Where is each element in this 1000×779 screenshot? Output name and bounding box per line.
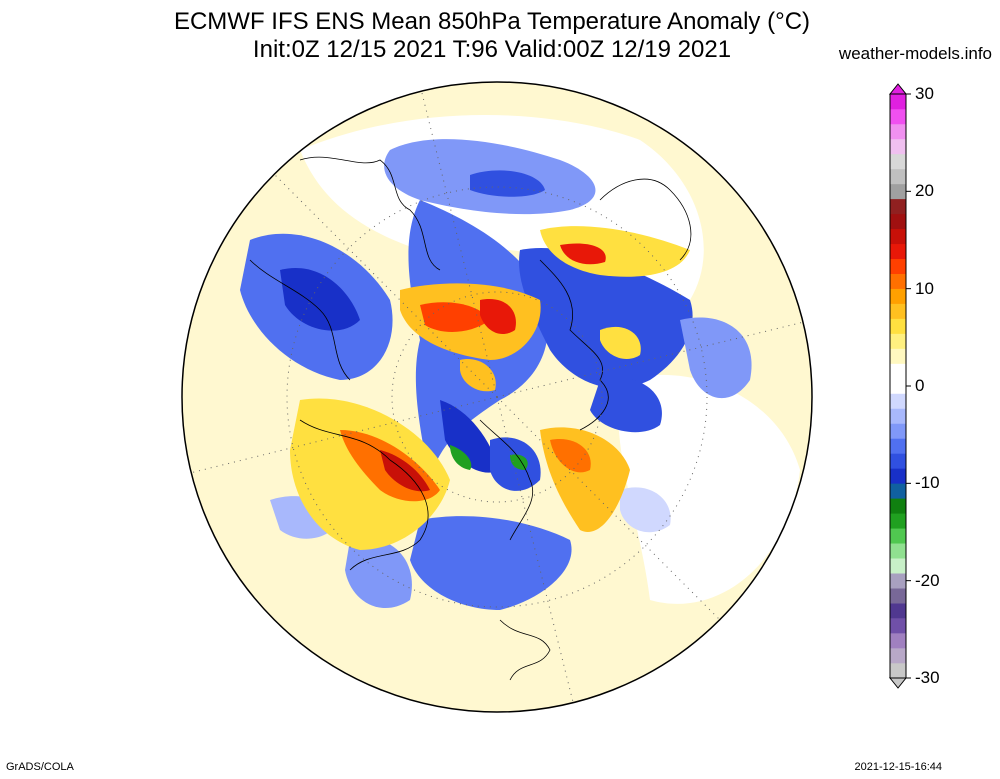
cold-anomaly-region xyxy=(410,516,572,610)
colorbar-segment xyxy=(890,408,906,424)
coastline xyxy=(249,259,351,381)
latitude-circle xyxy=(391,291,603,503)
warm-anomaly-region xyxy=(480,299,516,335)
coastline xyxy=(539,259,609,431)
colorbar-segment xyxy=(890,258,906,274)
coastline-outlines xyxy=(249,156,692,681)
colorbar-tick-label: -20 xyxy=(915,570,940,590)
colorbar-segment xyxy=(890,633,906,649)
colorbar-segments xyxy=(890,93,911,679)
colorbar-segment xyxy=(890,108,906,125)
cold-anomaly-region xyxy=(450,445,472,470)
colorbar-segment xyxy=(890,483,906,499)
colorbar-bottom-arrow xyxy=(888,677,908,689)
colorbar-segment xyxy=(890,273,906,289)
cold-anomaly-region xyxy=(510,454,528,470)
colorbar-segment xyxy=(890,378,906,394)
colorbar-tick-label: 20 xyxy=(915,181,934,201)
colorbar-segment xyxy=(890,348,906,364)
graticule xyxy=(182,84,812,711)
colorbar-segment xyxy=(890,528,906,544)
colorbar-tick-label: 30 xyxy=(915,84,934,103)
source-site-label: weather-models.info xyxy=(838,44,992,63)
coastline xyxy=(299,156,441,271)
colorbar-segment xyxy=(890,94,906,110)
warm-anomaly-region xyxy=(420,302,490,332)
colorbar-tick-label: -10 xyxy=(915,473,940,493)
map-fill-layer xyxy=(182,82,812,712)
meridian xyxy=(274,174,498,398)
colorbar-segment xyxy=(890,363,906,379)
colorbar-segment xyxy=(890,333,906,349)
colorbar-segment xyxy=(890,543,906,559)
meridian xyxy=(496,319,812,398)
colorbar-segment xyxy=(890,153,906,170)
meridian xyxy=(182,396,498,476)
colorbar-segment xyxy=(890,573,906,589)
colorbar-tick-label: 0 xyxy=(915,376,925,395)
coastline xyxy=(479,419,534,541)
cold-anomaly-region xyxy=(345,538,412,609)
chart-title: ECMWF IFS ENS Mean 850hPa Temperature An… xyxy=(173,8,811,35)
coastline xyxy=(599,178,692,261)
warm-anomaly-region xyxy=(380,450,430,492)
colorbar-segment xyxy=(890,138,906,155)
warm-anomaly-region xyxy=(600,326,641,360)
colorbar-segment xyxy=(890,438,906,454)
colorbar-segment xyxy=(890,513,906,529)
colorbar-segment xyxy=(890,123,906,140)
colorbar-segment xyxy=(890,453,906,469)
colorbar-segment xyxy=(890,558,906,574)
cold-anomaly-region xyxy=(470,170,545,197)
colorbar-segment xyxy=(890,588,906,604)
colorbar-segment xyxy=(890,663,906,679)
warm-anomaly-region xyxy=(540,226,690,277)
colorbar-segment xyxy=(890,243,906,260)
colorbar-segment xyxy=(890,213,906,230)
colorbar-segment xyxy=(890,198,906,215)
warm-anomaly-region xyxy=(550,439,591,473)
colorbar-frame xyxy=(889,93,907,679)
warm-anomaly-region xyxy=(560,243,606,265)
colorbar-segment xyxy=(890,318,906,334)
colorbar-segment xyxy=(890,648,906,664)
colorbar-segment xyxy=(890,468,906,484)
colorbar-segment xyxy=(890,168,906,185)
software-credit: GrADS/COLA xyxy=(6,761,74,773)
warm-anomaly-region xyxy=(460,359,496,392)
colorbar-segment xyxy=(890,603,906,619)
neutral-region xyxy=(617,374,800,604)
chart-subtitle: Init:0Z 12/15 2021 T:96 Valid:00Z 12/19 … xyxy=(252,36,732,63)
map-boundary xyxy=(181,81,813,713)
colorbar-segment xyxy=(890,393,906,409)
colorbar-segment xyxy=(890,303,906,319)
colorbar-segment xyxy=(890,618,906,634)
cold-anomaly-region xyxy=(680,317,752,399)
cold-anomaly-region xyxy=(620,487,671,533)
coastline xyxy=(499,619,551,681)
cold-anomaly-region xyxy=(519,248,693,389)
coastline xyxy=(299,419,429,571)
colorbar-tick-label: 10 xyxy=(915,278,934,298)
colorbar-segment xyxy=(890,498,906,514)
colorbar-segment xyxy=(890,183,906,200)
generation-timestamp: 2021-12-15-16:44 xyxy=(854,761,942,773)
cold-anomaly-region xyxy=(590,377,662,433)
colorbar-segment xyxy=(890,288,906,304)
latitude-circle xyxy=(286,186,708,608)
colorbar-segment xyxy=(890,228,906,245)
cold-anomaly-region xyxy=(280,268,360,331)
colorbar-tick-label: -30 xyxy=(915,668,940,687)
colorbar-segment xyxy=(890,423,906,439)
colorbar-top-arrow xyxy=(888,83,908,95)
